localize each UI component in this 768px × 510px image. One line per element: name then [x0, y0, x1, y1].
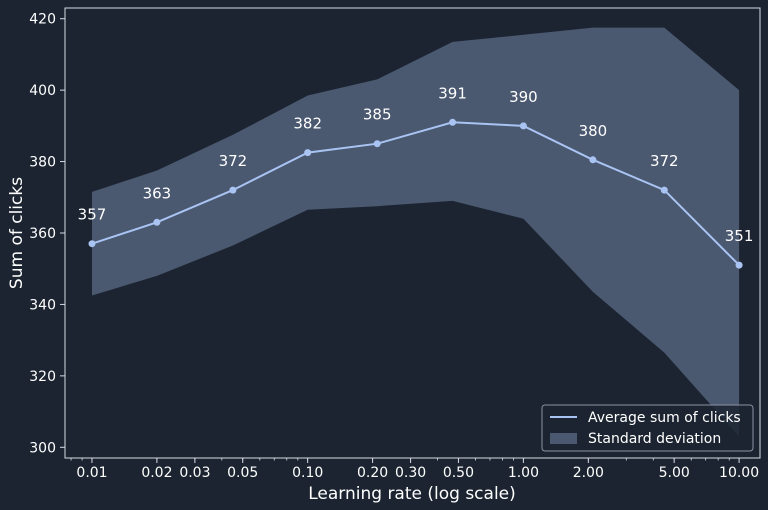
series-line-layer: [91, 121, 740, 266]
x-tick-label: 0.05: [227, 465, 258, 481]
legend-box: [541, 404, 754, 452]
data-point: [735, 261, 743, 269]
x-tick-label: 10.00: [719, 465, 759, 481]
data-point: [519, 122, 527, 130]
data-point: [449, 118, 457, 126]
y-tick-label: 420: [29, 12, 56, 28]
data-label: 382: [293, 115, 322, 133]
data-label: 380: [579, 122, 608, 140]
y-tick-label: 300: [29, 440, 56, 456]
legend: Average sum of clicks Standard deviation: [541, 404, 754, 452]
x-tick-label: 0.03: [179, 465, 210, 481]
data-label-layer: 357 363 372 382 385 391 390 380 372 351: [78, 84, 754, 245]
series-line: [91, 121, 740, 266]
x-tick-label: 0.01: [76, 465, 107, 481]
x-tick-label: 1.00: [508, 465, 539, 481]
x-tick-label: 0.10: [292, 465, 323, 481]
y-tick-label: 340: [29, 297, 56, 313]
x-tick-label: 0.20: [357, 465, 388, 481]
x-tick-label: 5.00: [659, 465, 690, 481]
std-band-layer: [92, 27, 740, 437]
data-label: 372: [650, 152, 679, 170]
data-point: [589, 156, 597, 164]
y-tick-label: 380: [29, 155, 56, 171]
data-point: [304, 149, 312, 157]
legend-band-swatch: [550, 433, 577, 444]
x-axis-label: Learning rate (log scale): [308, 484, 516, 504]
std-band: [92, 27, 740, 437]
data-point-layer: [88, 118, 743, 269]
legend-entry-std: Standard deviation: [588, 431, 721, 447]
legend-entry-average: Average sum of clicks: [588, 410, 741, 426]
x-tick-label: 0.50: [443, 465, 474, 481]
x-tick-label: 0.30: [395, 465, 426, 481]
data-point: [229, 186, 237, 194]
y-tick-label: 360: [29, 226, 56, 242]
data-label: 391: [438, 84, 467, 102]
data-point: [660, 186, 668, 194]
y-tick-label: 400: [29, 83, 56, 99]
data-label: 372: [219, 152, 248, 170]
y-axis-label: Sum of clicks: [7, 177, 27, 289]
data-label: 363: [143, 184, 172, 202]
data-label: 357: [78, 206, 107, 224]
data-label: 385: [363, 106, 392, 124]
data-label: 351: [725, 227, 754, 245]
x-axis-ticks: 0.01 0.02 0.03 0.05 0.10 0.20 0.30 0.50 1.00 2.00…: [70, 458, 759, 481]
x-tick-label: 2.00: [573, 465, 604, 481]
x-tick-label: 0.02: [141, 465, 172, 481]
data-label: 390: [509, 88, 538, 106]
data-point: [373, 140, 381, 148]
data-point: [153, 218, 161, 226]
data-point: [88, 240, 96, 248]
y-axis-ticks: 300 320 340 360 380 400 420: [29, 12, 65, 456]
y-tick-label: 320: [29, 369, 56, 385]
